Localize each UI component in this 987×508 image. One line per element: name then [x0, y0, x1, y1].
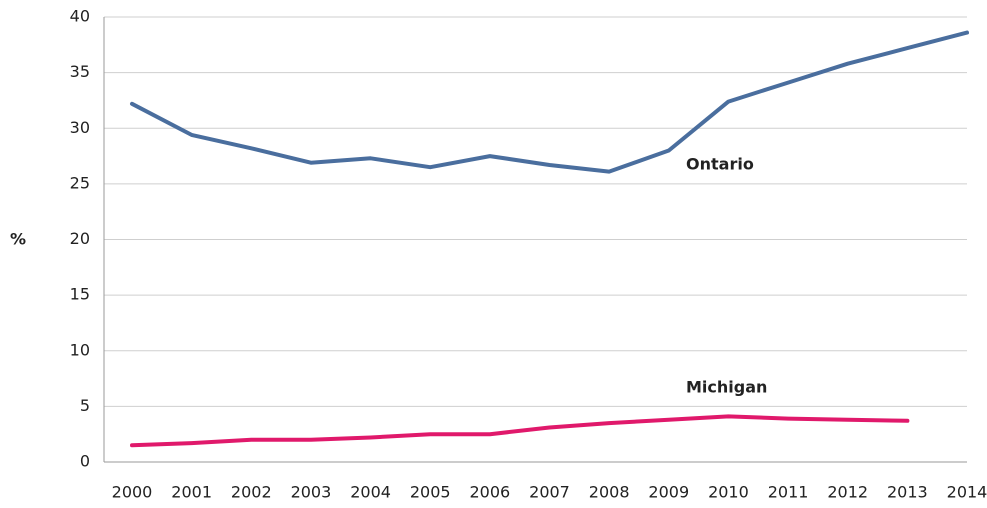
- x-tick-label: 2001: [171, 483, 212, 502]
- series-line: [130, 30, 969, 174]
- series-line: [130, 414, 910, 448]
- x-tick-label: 2013: [887, 483, 928, 502]
- y-tick-label: 10: [70, 340, 90, 359]
- y-tick-label: 15: [70, 285, 90, 304]
- x-tick-label: 2006: [469, 483, 510, 502]
- y-tick-label: 0: [80, 452, 90, 471]
- x-tick-label: 2011: [768, 483, 809, 502]
- y-tick-label: 25: [70, 173, 90, 192]
- series-label: Michigan: [686, 378, 767, 397]
- x-tick-label: 2004: [350, 483, 391, 502]
- x-tick-label: 2012: [827, 483, 868, 502]
- y-tick-label: 40: [70, 7, 90, 26]
- y-tick-label: 30: [70, 118, 90, 137]
- y-axis-label: %: [10, 230, 26, 249]
- series-label: Ontario: [686, 155, 754, 174]
- x-tick-label: 2009: [648, 483, 689, 502]
- y-tick-label: 20: [70, 229, 90, 248]
- y-tick-label: 35: [70, 62, 90, 81]
- x-tick-label: 2005: [410, 483, 451, 502]
- x-tick-label: 2010: [708, 483, 749, 502]
- x-tick-label: 2003: [291, 483, 332, 502]
- x-tick-label: 2014: [947, 483, 987, 502]
- x-tick-label: 2007: [529, 483, 570, 502]
- x-tick-label: 2002: [231, 483, 272, 502]
- x-tick-label: 2000: [112, 483, 153, 502]
- x-tick-label: 2008: [589, 483, 630, 502]
- y-tick-label: 5: [80, 396, 90, 415]
